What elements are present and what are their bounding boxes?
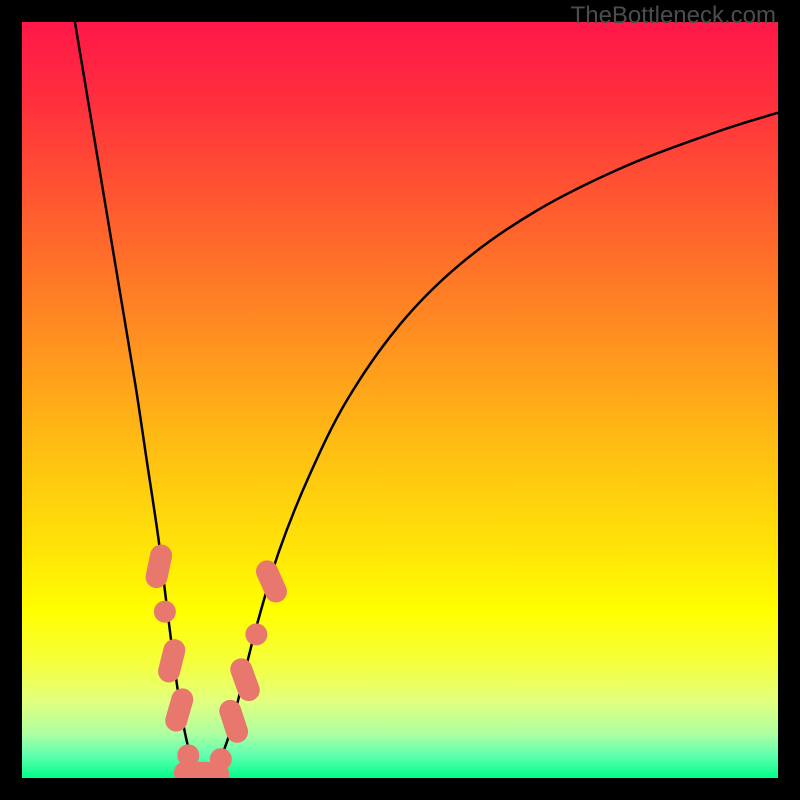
frame-border-left [0, 0, 22, 800]
frame-border-right [778, 0, 800, 800]
markers [144, 543, 291, 786]
watermark-text: TheBottleneck.com [571, 2, 776, 30]
chart-canvas: TheBottleneck.com [0, 0, 800, 800]
curve-right [203, 113, 778, 778]
curve-left [75, 22, 204, 778]
frame-border-bottom [0, 778, 800, 800]
curves-layer [0, 0, 800, 800]
